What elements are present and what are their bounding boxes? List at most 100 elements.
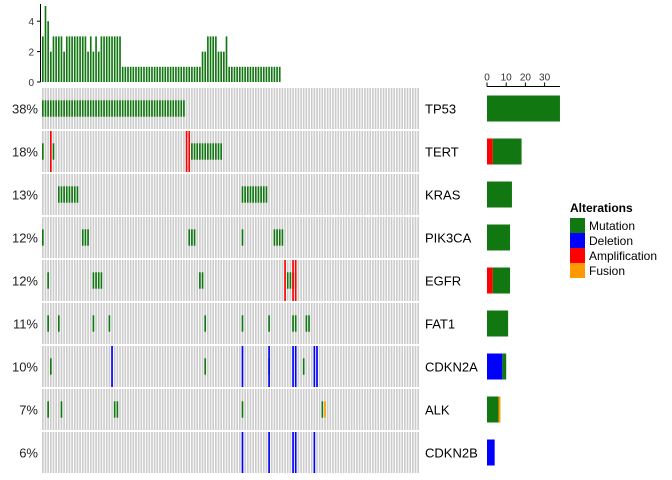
matrix-cell	[236, 88, 238, 129]
matrix-cell	[396, 389, 398, 430]
matrix-cell	[289, 432, 292, 473]
matrix-cell	[172, 217, 175, 258]
matrix-cell	[324, 303, 326, 344]
top-bar-mutation	[262, 66, 265, 82]
matrix-cell	[316, 174, 318, 215]
matrix-cell	[204, 432, 207, 473]
matrix-cell	[153, 217, 156, 258]
matrix-cell	[409, 389, 411, 430]
mutation-mark	[188, 229, 191, 246]
matrix-cell	[44, 346, 47, 387]
matrix-cell	[145, 131, 148, 172]
mutation-mark	[113, 401, 116, 418]
matrix-cell	[137, 346, 140, 387]
gene-label: FAT1	[425, 317, 455, 332]
mutation-mark	[89, 100, 92, 117]
matrix-cell	[177, 260, 180, 301]
mutation-mark	[47, 315, 49, 332]
matrix-cell	[310, 432, 313, 473]
matrix-cell	[55, 346, 57, 387]
matrix-cell	[337, 217, 340, 258]
matrix-cell	[246, 260, 249, 301]
matrix-cell	[289, 346, 292, 387]
matrix-cell	[417, 432, 419, 473]
matrix-cell	[231, 389, 233, 430]
matrix-cell	[217, 432, 220, 473]
matrix-cell	[225, 174, 228, 215]
matrix-cell	[124, 260, 127, 301]
matrix-cell	[57, 260, 60, 301]
matrix-cell	[348, 303, 350, 344]
matrix-cell	[127, 346, 129, 387]
matrix-cell	[121, 389, 124, 430]
matrix-cell	[388, 174, 390, 215]
matrix-cell	[57, 217, 60, 258]
matrix-cell	[169, 389, 172, 430]
matrix-cell	[372, 432, 374, 473]
matrix-cell	[95, 346, 97, 387]
matrix-cell	[105, 260, 108, 301]
matrix-cell	[209, 260, 212, 301]
top-bar-mutation	[105, 36, 108, 82]
top-bar-mutation	[228, 66, 230, 82]
matrix-cell	[129, 303, 132, 344]
mutation-mark	[145, 100, 148, 117]
matrix-cell	[92, 432, 95, 473]
matrix-cell	[188, 260, 191, 301]
matrix-cell	[414, 389, 417, 430]
matrix-cell	[95, 432, 97, 473]
deletion-mark	[292, 432, 294, 473]
top-bar-mutation	[108, 36, 111, 82]
matrix-cell	[372, 260, 374, 301]
mutation-mark	[68, 186, 71, 203]
matrix-cell	[172, 131, 175, 172]
matrix-cell	[361, 346, 364, 387]
matrix-cell	[372, 303, 374, 344]
amplification-mark	[188, 131, 191, 172]
matrix-cell	[377, 303, 380, 344]
matrix-cell	[153, 260, 156, 301]
matrix-cell	[353, 346, 356, 387]
top-bar-mutation	[92, 51, 95, 82]
matrix-cell	[342, 346, 345, 387]
matrix-cell	[321, 346, 324, 387]
matrix-cell	[276, 131, 278, 172]
matrix-cell	[302, 389, 305, 430]
matrix-cell	[364, 217, 366, 258]
matrix-cell	[156, 131, 159, 172]
mutation-mark	[63, 100, 65, 117]
matrix-cell	[79, 432, 81, 473]
matrix-cell	[332, 88, 334, 129]
matrix-cell	[180, 174, 183, 215]
matrix-cell	[177, 389, 180, 430]
matrix-cell	[113, 303, 116, 344]
matrix-cell	[100, 217, 103, 258]
matrix-cell	[302, 432, 305, 473]
matrix-cell	[193, 174, 196, 215]
matrix-cell	[273, 260, 276, 301]
matrix-cell	[113, 217, 116, 258]
matrix-cell	[124, 174, 127, 215]
matrix-cell	[337, 260, 340, 301]
matrix-cell	[60, 432, 63, 473]
matrix-cell	[127, 174, 129, 215]
matrix-cell	[116, 260, 119, 301]
mutation-mark	[217, 143, 220, 160]
top-bar-mutation	[143, 66, 145, 82]
top-bar-mutation	[249, 66, 252, 82]
matrix-cell	[358, 260, 361, 301]
matrix-cell	[108, 217, 111, 258]
matrix-cell	[215, 389, 217, 430]
matrix-cell	[372, 131, 374, 172]
matrix-cell	[180, 217, 183, 258]
top-bar-mutation	[132, 66, 135, 82]
matrix-cell	[401, 346, 404, 387]
matrix-cell	[329, 217, 332, 258]
mutation-mark	[207, 143, 209, 160]
matrix-cell	[140, 303, 143, 344]
matrix-cell	[220, 346, 222, 387]
matrix-cell	[145, 174, 148, 215]
matrix-cell	[60, 346, 63, 387]
legend-swatch-amplification	[570, 248, 585, 263]
matrix-cell	[132, 217, 135, 258]
